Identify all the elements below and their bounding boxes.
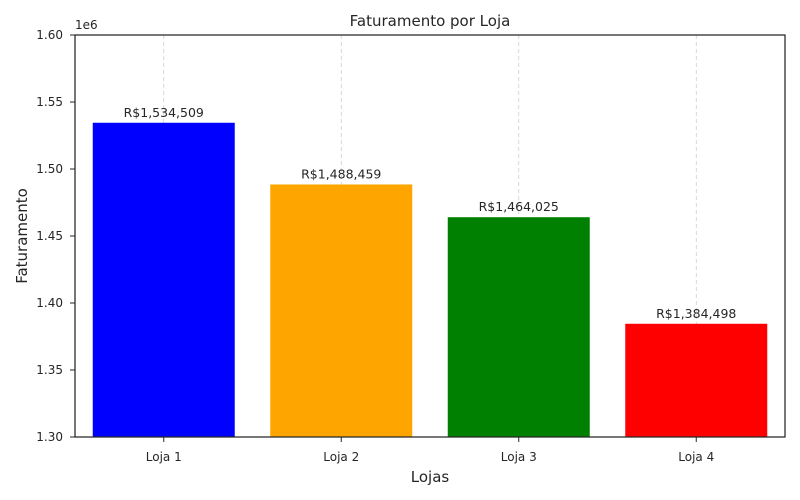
y-axis: 1.30 1.35 1.40 1.45 1.50 1.55 1.60 (36, 28, 75, 444)
data-label: R$1,488,459 (301, 166, 381, 181)
bar-loja-2 (270, 184, 413, 437)
bars (92, 122, 768, 438)
data-label: R$1,534,509 (124, 105, 204, 120)
y-tick-label: 1.55 (36, 95, 63, 109)
y-tick-label: 1.35 (36, 363, 63, 377)
data-label: R$1,384,498 (656, 306, 736, 321)
y-tick-label: 1.30 (36, 430, 63, 444)
x-axis: Loja 1 Loja 2 Loja 3 Loja 4 (146, 437, 714, 464)
x-axis-label: Lojas (411, 468, 450, 486)
y-tick-label: 1.60 (36, 28, 63, 42)
bar-loja-4 (625, 323, 768, 437)
data-label: R$1,464,025 (479, 199, 559, 214)
chart-title: Faturamento por Loja (350, 12, 511, 30)
data-labels: R$1,534,509 R$1,488,459 R$1,464,025 R$1,384… (124, 105, 737, 321)
x-tick-label: Loja 2 (323, 450, 359, 464)
bar-loja-1 (92, 122, 235, 438)
y-tick-label: 1.50 (36, 162, 63, 176)
y-tick-label: 1.45 (36, 229, 63, 243)
y-axis-label: Faturamento (13, 188, 31, 284)
y-tick-label: 1.40 (36, 296, 63, 310)
grid (163, 35, 697, 437)
x-tick-label: Loja 4 (678, 450, 714, 464)
y-axis-offset-label: 1e6 (75, 18, 98, 32)
x-tick-label: Loja 1 (146, 450, 182, 464)
x-tick-label: Loja 3 (501, 450, 537, 464)
bar-loja-3 (447, 217, 590, 437)
